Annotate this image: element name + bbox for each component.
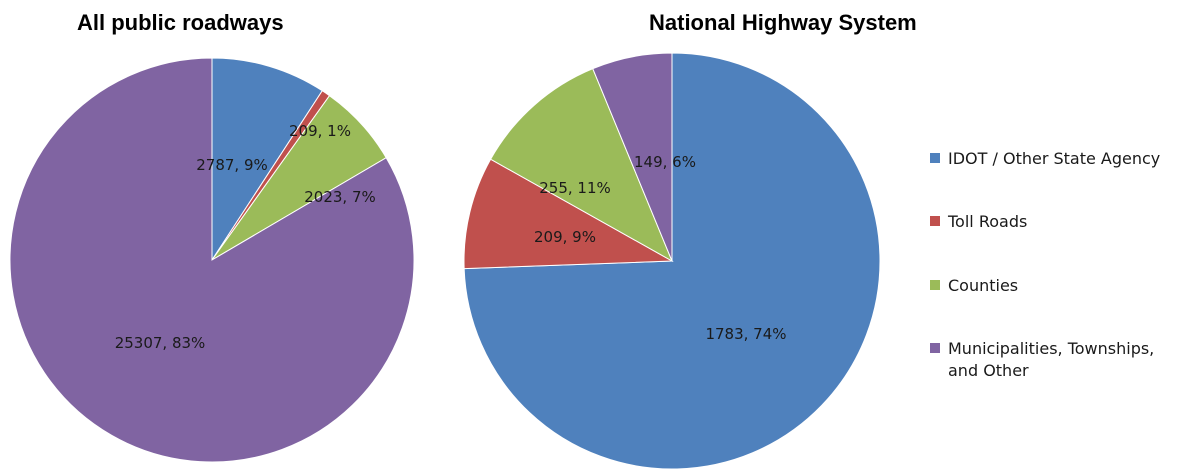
legend-label: Counties <box>948 276 1019 295</box>
slice-label-toll-roads: 209, 9% <box>534 228 596 246</box>
slice-label-counties: 255, 11% <box>539 179 611 197</box>
legend-swatch-municipalities <box>930 343 940 353</box>
legend-swatch-idot <box>930 153 940 163</box>
slice-label-toll-roads: 209, 1% <box>289 122 351 140</box>
legend-label: IDOT / Other State Agency <box>948 149 1161 168</box>
chart-title-national-highway-system: National Highway System <box>649 10 917 35</box>
pie-all-public-roadways: 2787, 9% 209, 1% 2023, 7% 25307, 83% <box>9 57 415 463</box>
legend-item-counties: Counties <box>930 275 1180 297</box>
legend-label: Toll Roads <box>948 212 1028 231</box>
chart-title-all-public-roadways: All public roadways <box>77 10 284 35</box>
slice-label-idot: 1783, 74% <box>705 325 786 343</box>
pie-slice-counties <box>489 68 674 263</box>
slice-label-idot: 2787, 9% <box>196 156 268 174</box>
slice-label-municipalities: 149, 6% <box>634 153 696 171</box>
legend-swatch-counties <box>930 280 940 290</box>
legend-swatch-toll-roads <box>930 216 940 226</box>
legend-item-municipalities: Municipalities, Townships, and Other <box>930 338 1180 382</box>
slice-label-counties: 2023, 7% <box>304 188 376 206</box>
pie-slice-municipalities <box>592 52 673 262</box>
pie-slice-idot <box>211 57 323 262</box>
legend-label: Municipalities, Townships, and Other <box>948 339 1155 380</box>
pie-slice-municipalities <box>9 57 415 463</box>
pie-slice-toll-roads <box>463 158 674 270</box>
legend-item-toll-roads: Toll Roads <box>930 211 1180 233</box>
pie-national-highway-system: 1783, 74% 209, 9% 255, 11% 149, 6% <box>463 52 881 470</box>
slice-label-municipalities: 25307, 83% <box>115 334 206 352</box>
legend-item-idot: IDOT / Other State Agency <box>930 148 1180 170</box>
